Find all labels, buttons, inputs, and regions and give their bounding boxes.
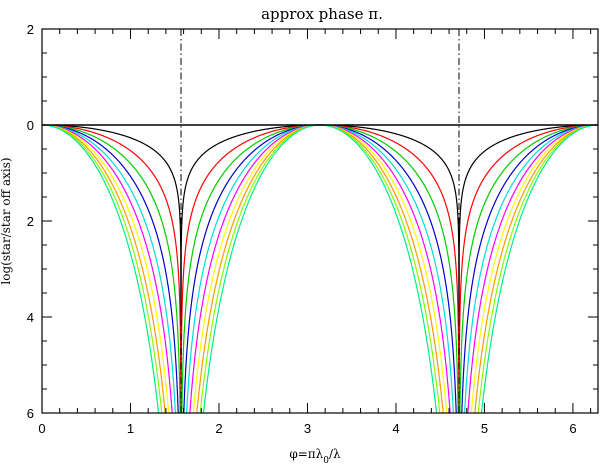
x-axis-title-main: φ=πλ <box>289 447 323 461</box>
series-line-3 <box>42 124 598 413</box>
series-line-9 <box>42 124 598 413</box>
series-line-1 <box>42 124 598 386</box>
x-tick-label: 4 <box>392 421 399 436</box>
series-line-8 <box>42 124 598 413</box>
x-axis-title: φ=πλ0/λ <box>289 447 341 466</box>
plot-frame <box>41 28 599 414</box>
y-tick-label: 6 <box>27 406 34 421</box>
series-line-5 <box>42 124 598 413</box>
x-axis-title-tail: /λ <box>329 447 341 461</box>
x-tick-label: 6 <box>569 421 576 436</box>
y-tick-label: 0 <box>27 118 34 133</box>
y-tick-label: 2 <box>27 214 34 229</box>
x-tick-label: 5 <box>481 421 488 436</box>
x-tick-label: 1 <box>127 421 134 436</box>
y-tick-label: 2 <box>27 22 34 37</box>
series-line-4 <box>42 124 598 413</box>
series-line-2 <box>42 124 598 413</box>
series-line-7 <box>42 124 598 413</box>
x-tick-label: 3 <box>304 421 311 436</box>
chart-title: approx phase π. <box>261 5 383 23</box>
series-line-6 <box>42 124 598 413</box>
x-tick-label: 0 <box>38 421 45 436</box>
y-tick-label: 4 <box>27 310 34 325</box>
x-tick-label: 2 <box>215 421 222 436</box>
series-line-10 <box>42 124 598 413</box>
x-axis-title-sub: 0 <box>323 456 329 466</box>
y-axis-title: log(star/star off axis) <box>0 157 13 284</box>
